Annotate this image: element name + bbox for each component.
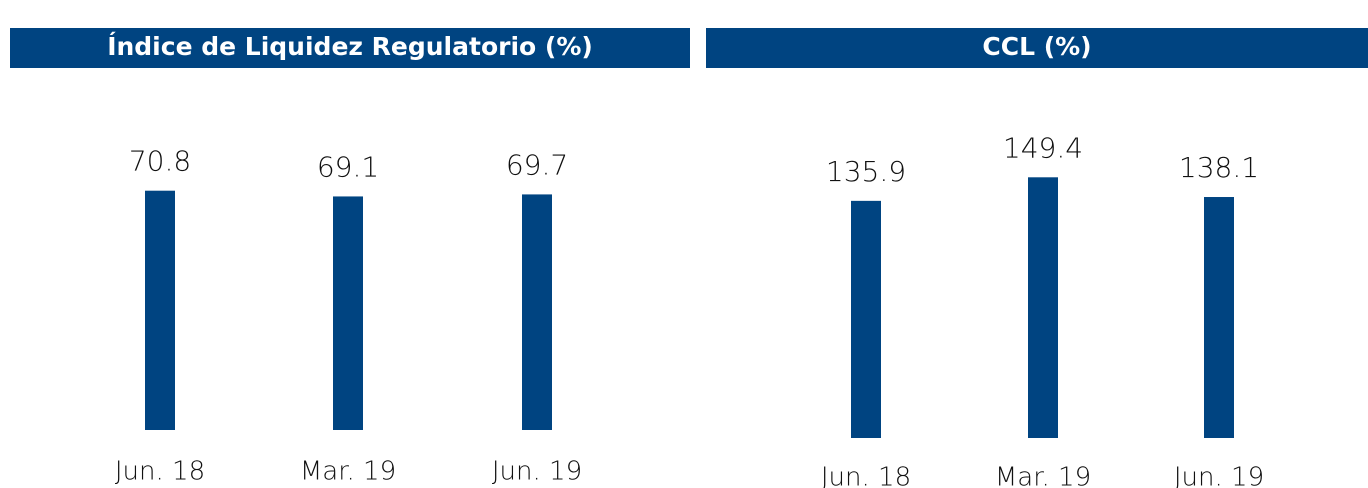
value-label: 70.8 bbox=[129, 145, 191, 178]
header-bar bbox=[706, 28, 1368, 68]
bar bbox=[1028, 177, 1058, 438]
x-tick-label: Jun. 18 bbox=[821, 463, 911, 488]
value-label: 135.9 bbox=[826, 155, 906, 188]
chart-title: Índice de Liquidez Regulatorio (%) bbox=[107, 32, 593, 61]
x-tick-label: Jun. 18 bbox=[115, 457, 205, 487]
header-bar bbox=[10, 28, 690, 68]
bar bbox=[333, 196, 363, 430]
bar bbox=[1204, 197, 1234, 438]
x-tick-label: Mar. 19 bbox=[300, 457, 396, 487]
x-tick-label: Jun. 19 bbox=[492, 457, 582, 487]
bar bbox=[851, 200, 881, 438]
value-label: 149.4 bbox=[1003, 131, 1083, 164]
bar bbox=[522, 194, 552, 430]
x-tick-label: Mar. 19 bbox=[995, 463, 1091, 488]
value-label: 69.7 bbox=[506, 148, 568, 181]
value-label: 138.1 bbox=[1179, 151, 1259, 184]
bar bbox=[145, 190, 175, 430]
chart-title: CCL (%) bbox=[982, 32, 1091, 61]
value-label: 69.1 bbox=[317, 150, 379, 183]
x-tick-label: Jun. 19 bbox=[1174, 463, 1264, 488]
